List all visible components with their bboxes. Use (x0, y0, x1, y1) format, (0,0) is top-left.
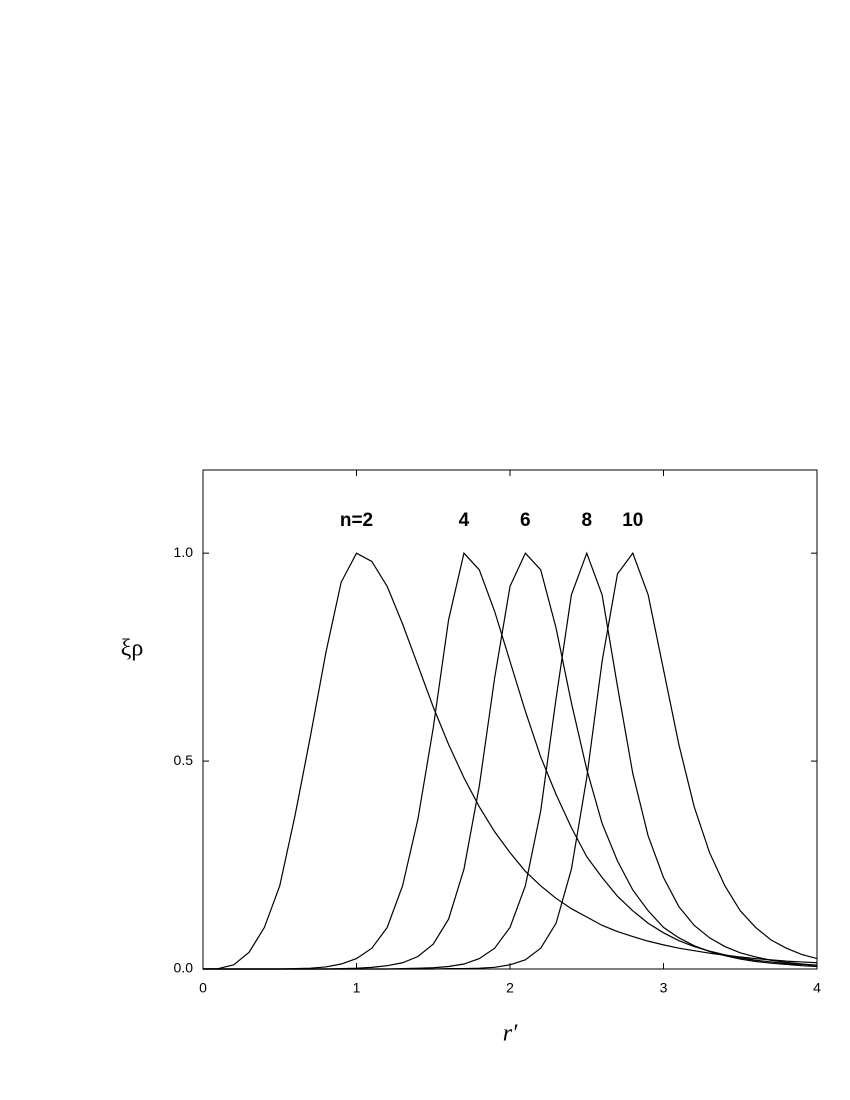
x-axis-title: r′ (503, 1021, 518, 1047)
x-tick-label: 0 (199, 980, 207, 996)
series-label: 10 (622, 510, 643, 531)
series-label: n=2 (340, 510, 373, 531)
data-line (203, 551, 818, 970)
x-tick-label: 2 (506, 980, 514, 996)
x-tick-label: 4 (813, 980, 821, 996)
plot-frame (202, 469, 818, 970)
series-label: 4 (459, 510, 470, 531)
y-tick-label: 0.5 (174, 752, 194, 768)
data-line (203, 551, 818, 970)
y-tick-label: 0.0 (174, 960, 194, 976)
x-tick-label: 1 (353, 980, 361, 996)
data-line (203, 551, 818, 970)
data-line (203, 552, 818, 970)
x-tick-label: 3 (660, 980, 668, 996)
data-line (202, 552, 818, 970)
series-label: 8 (581, 510, 592, 531)
series-label: 6 (520, 510, 531, 531)
y-axis-title: ξρ (121, 636, 144, 662)
y-tick-label: 1.0 (174, 544, 194, 560)
